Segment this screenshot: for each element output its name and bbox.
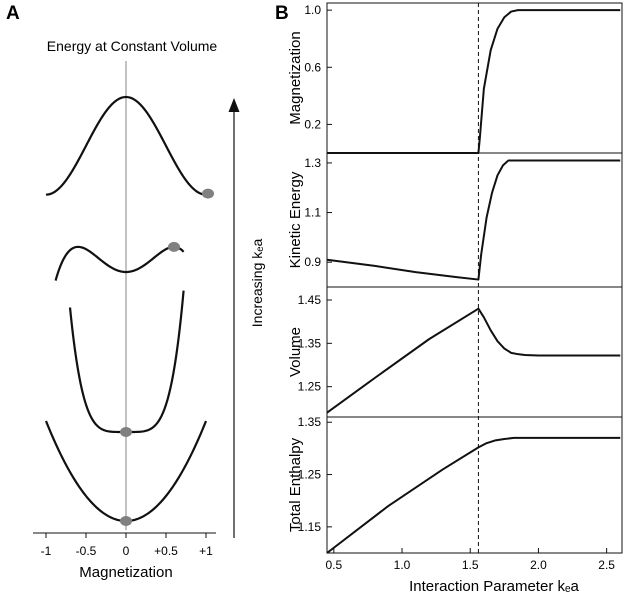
y-tick-label: 1.15 [298, 520, 322, 534]
increasing-annotation: Increasing kₑa [249, 239, 265, 328]
panel-a-title: Energy at Constant Volume [47, 38, 218, 54]
subplot-frame-4 [326, 416, 623, 554]
energy-curve-1 [45, 95, 207, 196]
subplot-frame-1 [326, 2, 623, 154]
y-axis-label-3: Volume [287, 327, 304, 377]
y-tick-label: 1.35 [298, 336, 322, 350]
series-line-4 [326, 436, 621, 554]
y-tick-label: 0.2 [304, 117, 321, 131]
y-tick-label: 1.0 [304, 3, 321, 17]
y-axis-label-1: Magnetization [287, 31, 304, 124]
series-line-3 [326, 307, 621, 414]
equilibrium-marker-1 [202, 188, 214, 199]
y-tick-label: 0.6 [304, 60, 321, 74]
panel-a-letter: A [6, 3, 20, 24]
y-tick-label: 1.45 [298, 293, 322, 307]
equilibrium-marker-3 [120, 427, 132, 437]
panel-a-xlabel: Magnetization [79, 564, 172, 581]
panel-b-letter: B [275, 3, 289, 24]
x-tick-label: 2.5 [598, 558, 615, 572]
y-tick-label: 1.1 [304, 206, 321, 220]
y-axis-label-2: Kinetic Energy [287, 171, 304, 268]
series-line-1 [327, 9, 621, 154]
series-line-2 [326, 159, 621, 281]
panel-a-x-tick-label: +0.5 [154, 544, 178, 558]
panel-a-plot: -1 -0.5 0 +0.5 +1 [33, 61, 240, 558]
subplot-frame-2 [326, 152, 623, 288]
y-tick-label: 1.3 [304, 156, 321, 170]
panel-a-x-tick-label: +1 [199, 544, 213, 558]
panel-a-x-tick-label: 0 [123, 544, 130, 558]
x-tick-label: 0.5 [325, 558, 342, 572]
y-tick-label: 0.9 [304, 255, 321, 269]
increasing-arrow-head [228, 98, 240, 112]
panel-b-xlabel: Interaction Parameter kₑa [409, 578, 579, 595]
energy-curve-2 [54, 245, 185, 281]
y-tick-label: 1.25 [298, 468, 322, 482]
equilibrium-marker-4 [120, 516, 132, 526]
energy-curve-3 [68, 290, 185, 434]
panel-a-x-tick-label: -0.5 [76, 544, 97, 558]
y-axis-label-4: Total Enthalpy [287, 437, 304, 532]
x-tick-label: 1.0 [394, 558, 411, 572]
y-tick-label: 1.25 [298, 380, 322, 394]
equilibrium-marker-2 [168, 241, 180, 252]
y-tick-label: 1.35 [298, 415, 322, 429]
subplot-frame-3 [326, 286, 623, 418]
x-tick-label: 1.5 [462, 558, 479, 572]
x-tick-label: 2.0 [530, 558, 547, 572]
panel-a-x-tick-label: -1 [41, 544, 52, 558]
